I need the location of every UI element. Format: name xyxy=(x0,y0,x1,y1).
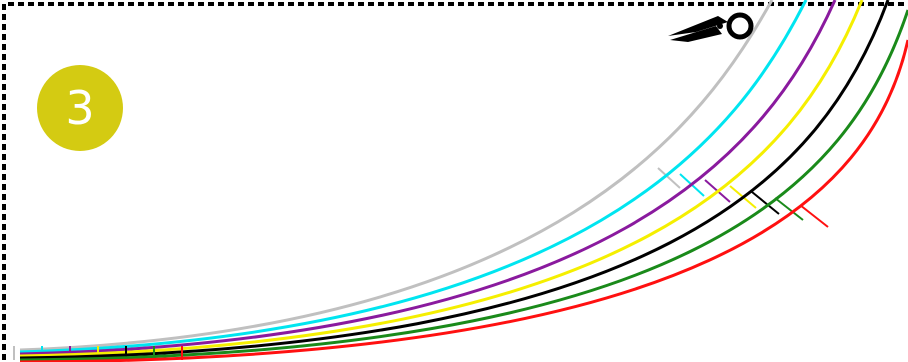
size-line-red xyxy=(19,39,908,362)
size-line-red-notch xyxy=(799,204,829,228)
size-line-gray-notch xyxy=(657,167,681,189)
size-lines xyxy=(13,0,908,362)
size-line-green-notch xyxy=(774,197,804,221)
size-line-purple xyxy=(19,0,837,356)
size-line-black xyxy=(19,0,890,360)
size-line-green xyxy=(19,9,908,362)
size-line-cyan xyxy=(19,0,808,354)
scissors-blade-lower xyxy=(670,26,722,42)
size-line-black-notch xyxy=(751,191,780,215)
step-number-badge: 3 xyxy=(37,65,123,151)
size-line-gray xyxy=(19,0,774,352)
step-number: 3 xyxy=(65,81,95,135)
scissors-icon[interactable] xyxy=(668,12,754,42)
size-line-yellow xyxy=(19,0,864,358)
scissors-pivot xyxy=(717,23,723,29)
scissors-blade-upper xyxy=(668,16,728,36)
scissors-handle-ring xyxy=(726,12,754,40)
